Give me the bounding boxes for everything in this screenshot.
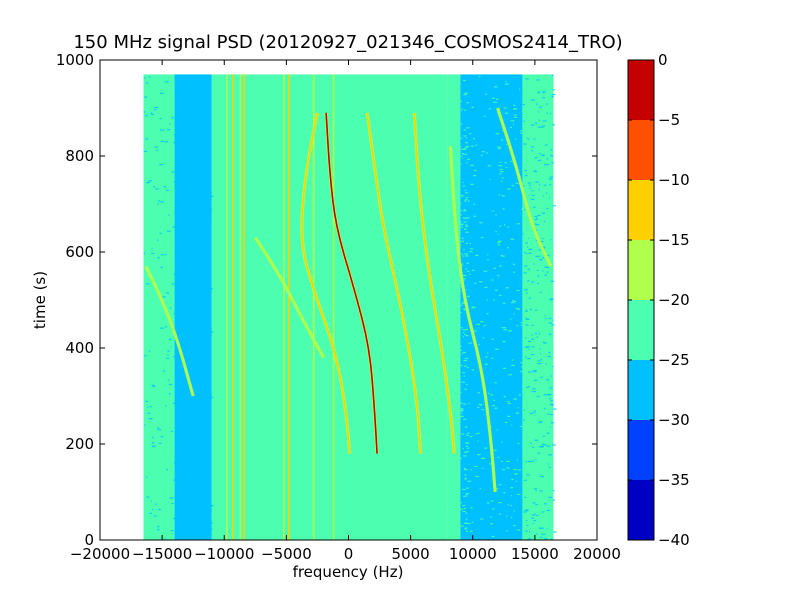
plot-area: −20000 −15000 −10000 −5000 0 5000 10000 15000 20… [56, 51, 621, 563]
heatmap-region-1 [174, 74, 212, 540]
colorbar-band-5 [628, 180, 654, 240]
x-tick-label: 0 [344, 545, 354, 563]
y-tick-label: 1000 [56, 51, 94, 69]
x-tick-label: −20000 [70, 545, 130, 563]
colorbar-band-2 [628, 360, 654, 420]
colorbar-tick-label: −30 [658, 411, 690, 429]
x-tick-label: 15000 [511, 545, 559, 563]
colorbar-band-4 [628, 240, 654, 300]
track-t5 [449, 146, 496, 493]
colorbar-tick-label: −40 [658, 531, 690, 549]
heatmap-region-4 [460, 74, 523, 540]
track-t4 [413, 112, 455, 454]
colorbar-tick-label: −35 [658, 471, 690, 489]
colorbar-tick-label: −5 [658, 111, 680, 129]
chart-title: 150 MHz signal PSD (20120927_021346_COSM… [73, 32, 622, 53]
x-axis-ticks: −20000 −15000 −10000 −5000 0 5000 10000 15000 20… [70, 60, 621, 563]
x-tick-label: −15000 [132, 545, 192, 563]
heatmap-region-5 [522, 74, 554, 540]
y-tick-label: 0 [84, 531, 94, 549]
y-tick-label: 600 [65, 243, 94, 261]
x-tick-label: 10000 [449, 545, 497, 563]
colorbar-band-7 [628, 60, 654, 120]
x-tick-label: 5000 [392, 545, 430, 563]
x-tick-label: 20000 [573, 545, 621, 563]
colorbar-tick-label: −20 [658, 291, 690, 309]
y-tick-label: 400 [65, 339, 94, 357]
y-tick-label: 800 [65, 147, 94, 165]
track-t1 [301, 112, 351, 454]
colorbar-tick-label: −10 [658, 171, 690, 189]
y-tick-label: 200 [65, 435, 94, 453]
colorbar-band-0 [628, 480, 654, 540]
colorbar-band-6 [628, 120, 654, 180]
y-axis-ticks: 0 200 400 600 800 1000 [56, 51, 597, 549]
y-axis-label: time (s) [31, 271, 49, 329]
colorbar: 0 −5 −10 −15 −20 −25 −30 −35 −40 [627, 51, 690, 549]
track-t2 [325, 112, 378, 454]
heatmap-region-3 [447, 74, 461, 540]
track-t8 [254, 237, 325, 358]
track-t7 [496, 107, 552, 267]
heatmap-image [143, 74, 557, 540]
heatmap-noise [143, 74, 557, 540]
x-tick-label: −5000 [261, 545, 312, 563]
colorbar-tick-label: −25 [658, 351, 690, 369]
colorbar-bands [628, 60, 654, 540]
colorbar-tick-label: −15 [658, 231, 690, 249]
heatmap-region-2 [211, 74, 448, 540]
colorbar-band-3 [628, 300, 654, 360]
colorbar-ticks: 0 −5 −10 −15 −20 −25 −30 −35 −40 [628, 51, 690, 549]
track-t3 [366, 112, 422, 454]
x-tick-label: −10000 [194, 545, 254, 563]
x-axis-label: frequency (Hz) [293, 563, 404, 581]
heatmap-region-0 [143, 74, 175, 540]
colorbar-band-1 [628, 420, 654, 480]
track-t6 [145, 266, 194, 397]
colorbar-tick-label: 0 [658, 51, 668, 69]
